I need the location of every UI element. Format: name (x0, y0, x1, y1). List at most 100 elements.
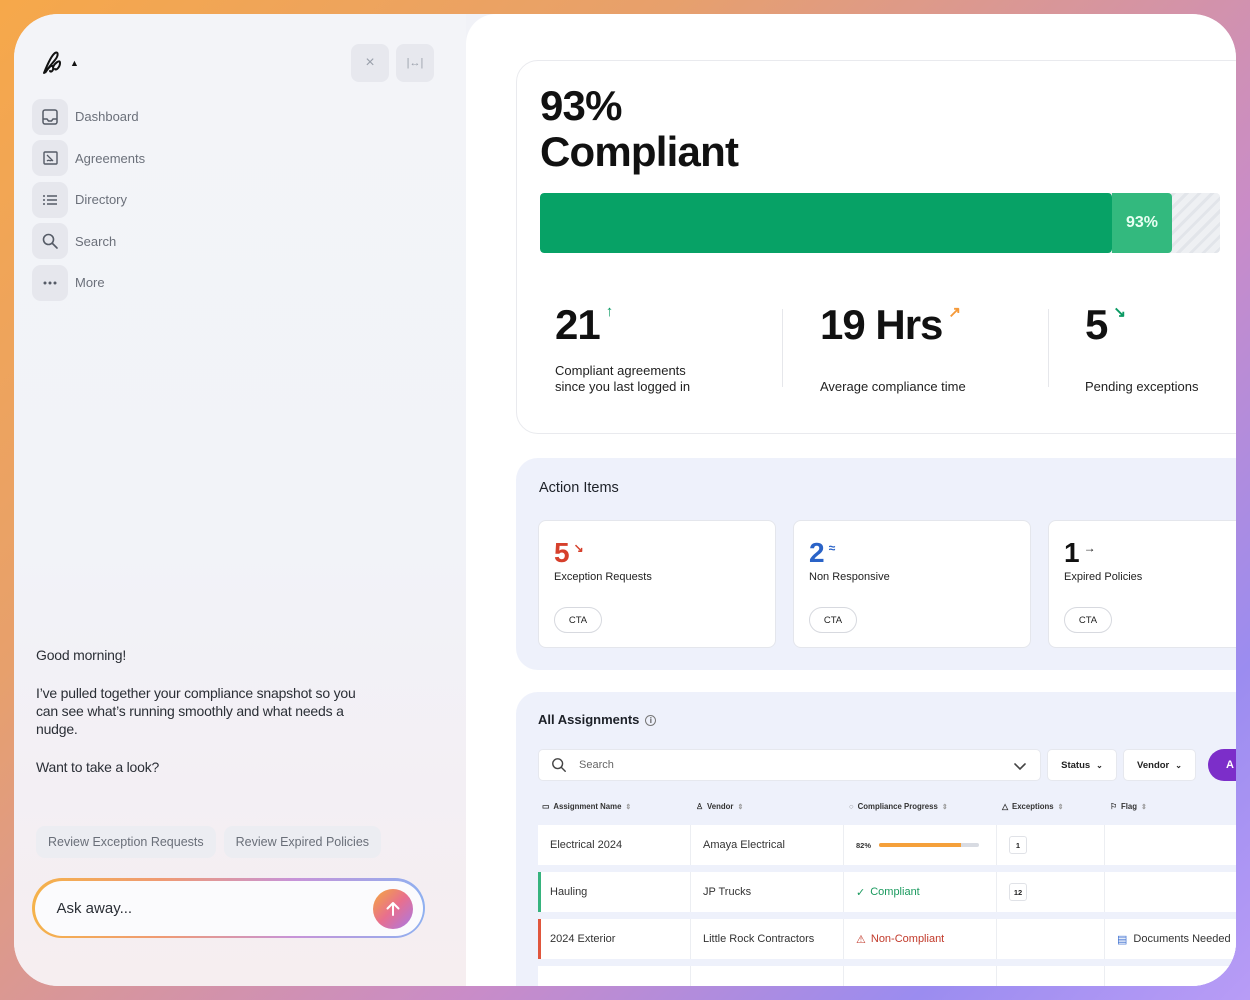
cell-vendor (691, 966, 844, 986)
cell-flag (1105, 825, 1236, 865)
vendor-filter[interactable]: Vendor ⌄ (1123, 749, 1196, 781)
compliance-progress-bar: 93% (540, 193, 1220, 253)
chip-review-exception-requests[interactable]: Review Exception Requests (36, 826, 216, 858)
action-item-label: Non Responsive (809, 571, 890, 583)
assistant-body-text: I’ve pulled together your compliance sna… (36, 685, 356, 737)
cell-exceptions: 12 (997, 872, 1105, 912)
status-filter[interactable]: Status ⌄ (1047, 749, 1117, 781)
action-item-expired-policies[interactable]: 1 → Expired Policies CTA (1048, 520, 1236, 648)
sidebar-item-dashboard[interactable]: Dashboard (32, 96, 145, 138)
document-icon: ▤ (1117, 933, 1128, 946)
sidebar-item-label: Agreements (75, 150, 146, 166)
sidebar-item-label: Dashboard (75, 109, 139, 125)
progress-percent: 82% (856, 840, 872, 850)
column-flag[interactable]: ⚐ Flag ⇕ (1110, 802, 1147, 811)
sidebar-item-label: Search (75, 233, 117, 249)
ask-input[interactable]: Ask away... (32, 878, 425, 938)
arrow-up-icon (386, 901, 399, 916)
column-label: Compliance Progress (857, 802, 938, 811)
column-vendor[interactable]: ♙ Vendor ⇕ (696, 802, 743, 811)
flag-text[interactable]: Documents Needed (1133, 933, 1231, 945)
table-row[interactable] (538, 966, 1236, 986)
chevron-down-icon: ⌄ (1096, 760, 1103, 770)
caret-up-icon: ▲ (70, 58, 79, 68)
close-button[interactable]: × (351, 44, 389, 82)
cell-vendor: Little Rock Contractors (691, 919, 844, 959)
collapse-icon: |↔| (406, 57, 424, 69)
stat-label: Pending exceptions (1085, 379, 1199, 394)
sidebar-item-directory[interactable]: Directory (32, 179, 145, 221)
table-row[interactable]: Hauling JP Trucks ✓ Compliant 12 (538, 872, 1236, 912)
divider (782, 309, 783, 387)
primary-action-button[interactable]: A (1208, 749, 1236, 781)
exceptions-count[interactable]: 12 (1009, 883, 1027, 901)
action-items-card: Action Items 5 ↘ Exception Requests CTA 2… (516, 458, 1236, 670)
assignments-title-text: All Assignments (538, 712, 640, 727)
send-button[interactable] (372, 888, 413, 929)
collapse-sidebar-button[interactable]: |↔| (396, 44, 434, 82)
cta-button[interactable]: CTA (809, 607, 857, 633)
cell-assignment-name (538, 966, 691, 986)
status-filter-label: Status (1061, 759, 1091, 771)
chevron-down-icon[interactable] (1012, 758, 1028, 774)
stat-value: 19 Hrs (820, 301, 943, 348)
column-exceptions[interactable]: △ Exceptions ⇕ (1002, 802, 1063, 811)
table-row[interactable]: 2024 Exterior Little Rock Contractors ⚠ N… (538, 919, 1236, 959)
action-item-value: 5 (554, 537, 570, 568)
warning-icon: ⚠ (856, 933, 866, 946)
compliance-status: Compliant (540, 128, 739, 175)
ask-input-placeholder[interactable]: Ask away... (56, 899, 133, 917)
sidebar-item-more[interactable]: More (32, 262, 145, 304)
stat-label: Compliant agreements since you last logg… (555, 363, 690, 395)
compliance-title: 93% Compliant (540, 83, 739, 175)
suggestion-chips: Review Exception Requests Review Expired… (36, 826, 382, 858)
cell-flag (1105, 872, 1236, 912)
cta-button[interactable]: CTA (1064, 607, 1112, 633)
more-icon (32, 264, 68, 301)
table-row[interactable]: Electrical 2024 Amaya Electrical 82% 1 (538, 825, 1236, 865)
agreement-icon (32, 140, 68, 177)
action-item-value: 1 (1064, 537, 1080, 568)
sidebar-nav: Dashboard Agreements Directory Search (32, 96, 145, 304)
stat-average-compliance-time: 19 Hrs ↗ Average compliance time (820, 301, 966, 401)
trend-up-right-icon: ↗ (948, 304, 961, 321)
chevron-down-icon: ⌄ (1175, 760, 1182, 770)
trend-wave-icon: ≈ (828, 541, 836, 555)
cell-flag (1105, 966, 1236, 986)
action-items-title: Action Items (539, 480, 619, 496)
status-text: Compliant (870, 886, 920, 898)
cell-assignment-name: 2024 Exterior (538, 919, 691, 959)
progress-track (879, 843, 980, 847)
search-icon (32, 223, 68, 260)
chip-review-expired-policies[interactable]: Review Expired Policies (223, 826, 382, 858)
assignments-title: All Assignments i (538, 712, 657, 727)
exceptions-count[interactable]: 1 (1009, 836, 1027, 854)
cell-flag: ▤ Documents Needed (1105, 919, 1236, 959)
cell-vendor: Amaya Electrical (691, 825, 844, 865)
sort-icon: ⇕ (1141, 803, 1147, 811)
sort-icon: ⇕ (625, 803, 632, 811)
sidebar-item-label: Directory (75, 192, 128, 208)
column-label: Vendor (707, 802, 734, 811)
action-item-non-responsive[interactable]: 2 ≈ Non Responsive CTA (793, 520, 1031, 648)
cta-button[interactable]: CTA (554, 607, 602, 633)
cell-compliance-progress: ⚠ Non-Compliant (844, 919, 997, 959)
status-text: Non-Compliant (870, 933, 945, 945)
action-item-exception-requests[interactable]: 5 ↘ Exception Requests CTA (538, 520, 776, 648)
assistant-message: Good morning! I’ve pulled together your … (36, 646, 381, 796)
stat-value: 5 (1085, 301, 1108, 348)
sidebar-item-search[interactable]: Search (32, 221, 145, 263)
cell-compliance-progress: 82% (844, 825, 997, 865)
cell-exceptions (997, 919, 1105, 959)
cell-vendor: JP Trucks (691, 872, 844, 912)
workspace-switcher[interactable]: ▲ (38, 48, 88, 78)
search-input[interactable]: Search (538, 749, 1041, 781)
column-label: Flag (1121, 802, 1138, 811)
info-icon[interactable]: i (645, 715, 657, 727)
stat-label: Average compliance time (820, 379, 966, 394)
column-assignment-name[interactable]: ▭ Assignment Name ⇕ (542, 802, 631, 811)
logo-icon (43, 51, 62, 74)
close-icon: × (365, 54, 375, 71)
column-compliance-progress[interactable]: ◌ Compliance Progress ⇕ (849, 802, 948, 811)
sidebar-item-agreements[interactable]: Agreements (32, 138, 145, 180)
